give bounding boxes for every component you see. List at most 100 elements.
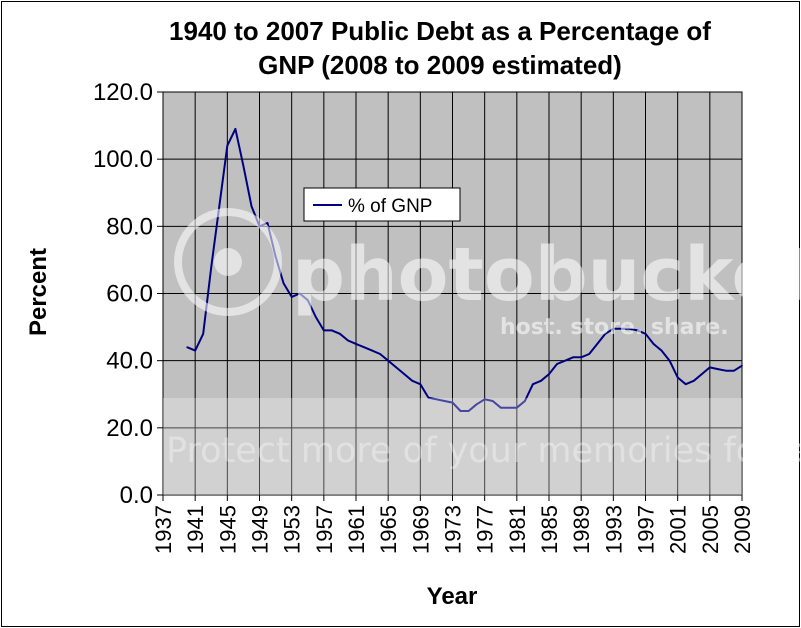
series-point [186,346,188,349]
series-point [290,296,293,298]
series-point [701,373,703,375]
series-point [508,406,510,409]
watermark-brand: photobucket [292,232,801,318]
x-tick-label: 1973 [441,505,466,554]
y-tick-label: 80.0 [106,213,153,240]
x-tick-label: 1977 [473,505,498,554]
watermark-banner-band [163,398,742,495]
series-point [660,349,663,352]
series-point [307,299,309,302]
series-point [298,292,301,295]
series-point [411,380,414,382]
series-point [540,380,542,382]
photobucket-watermark: photobucket host. store. share. Protect … [163,208,801,495]
series-point [218,205,221,207]
series-point [331,329,333,332]
x-tick-label: 1957 [312,505,337,554]
series-point [588,353,590,355]
series-point [387,359,390,362]
series-point [668,359,671,362]
series-point [733,369,735,372]
series-point [612,328,615,330]
series-point [604,333,607,335]
x-tick-label: 1961 [344,505,369,554]
series-point [564,359,566,362]
series-point [676,376,679,379]
watermark-banner: Protect more of your memories for less! [166,431,801,471]
series-point [242,165,245,167]
series-point [395,366,398,369]
x-tick-label: 1981 [505,505,530,554]
series-point [684,383,687,386]
series-point [717,368,719,370]
series-point [475,403,478,406]
series-point [250,205,253,207]
series-point [202,333,204,335]
y-tick-label: 60.0 [106,281,153,308]
series-point [516,406,518,409]
series-point [491,400,494,402]
series-point [628,328,631,330]
series-point [194,349,196,352]
series-point [266,222,269,224]
y-tick-label: 20.0 [106,415,153,442]
series-point [379,353,381,355]
series-point [403,373,406,375]
watermark-logo-ring [174,208,282,316]
series-point [467,410,470,412]
x-tick-label: 1953 [280,505,305,554]
x-tick-label: 1965 [376,505,401,554]
series-point [596,343,599,345]
legend: % of GNP [303,187,461,222]
series-point [524,400,526,402]
series-point [315,316,317,318]
y-tick-label: 100.0 [93,146,153,173]
series-point [636,329,639,332]
x-tick-label: 2001 [666,505,691,554]
x-tick-label: 1945 [215,505,240,554]
series-point [443,400,446,402]
series-point [339,333,341,335]
series-point [363,346,365,349]
x-axis-ticks: 1937 1941 1945 1949 1953 1957 1961 1965 1969 1973… [151,495,755,554]
x-axis-title: Year [427,583,478,610]
series-point [234,128,237,130]
series-point [451,401,454,404]
series-point [371,349,373,352]
watermark-tagline: host. store. share. [500,315,729,340]
series-point [644,333,647,335]
series-point [282,282,285,285]
series-point [725,369,727,372]
series-point [556,363,558,365]
x-tick-label: 1997 [634,505,659,554]
series-point [347,339,349,342]
series-point [620,328,623,330]
series-point [435,398,438,401]
series-point [210,265,213,268]
x-tick-label: 1993 [601,505,626,554]
series-point [709,366,711,369]
x-tick-label: 1941 [183,505,208,554]
series-point [652,343,655,345]
series-point [355,343,357,345]
x-tick-label: 1969 [408,505,433,554]
series-point [459,410,462,412]
x-tick-label: 1989 [569,505,594,554]
series-point [500,406,502,409]
chart-title: 1940 to 2007 Public Debt as a Percentage… [120,14,760,82]
series-point [548,373,550,375]
series-point [580,356,582,359]
series-point [483,398,486,401]
legend-label: % of GNP [348,196,432,217]
chart-title-line-2: GNP (2008 to 2009 estimated) [258,50,622,80]
series-point [572,356,574,359]
series-point [532,383,534,386]
series-point [693,380,695,382]
x-tick-label: 2009 [730,505,755,554]
chart-title-line-1: 1940 to 2007 Public Debt as a Percentage… [169,16,711,46]
y-tick-label: 40.0 [106,348,153,375]
x-tick-label: 1949 [248,505,273,554]
x-tick-label: 1985 [537,505,562,554]
watermark-logo-dot [214,248,242,276]
